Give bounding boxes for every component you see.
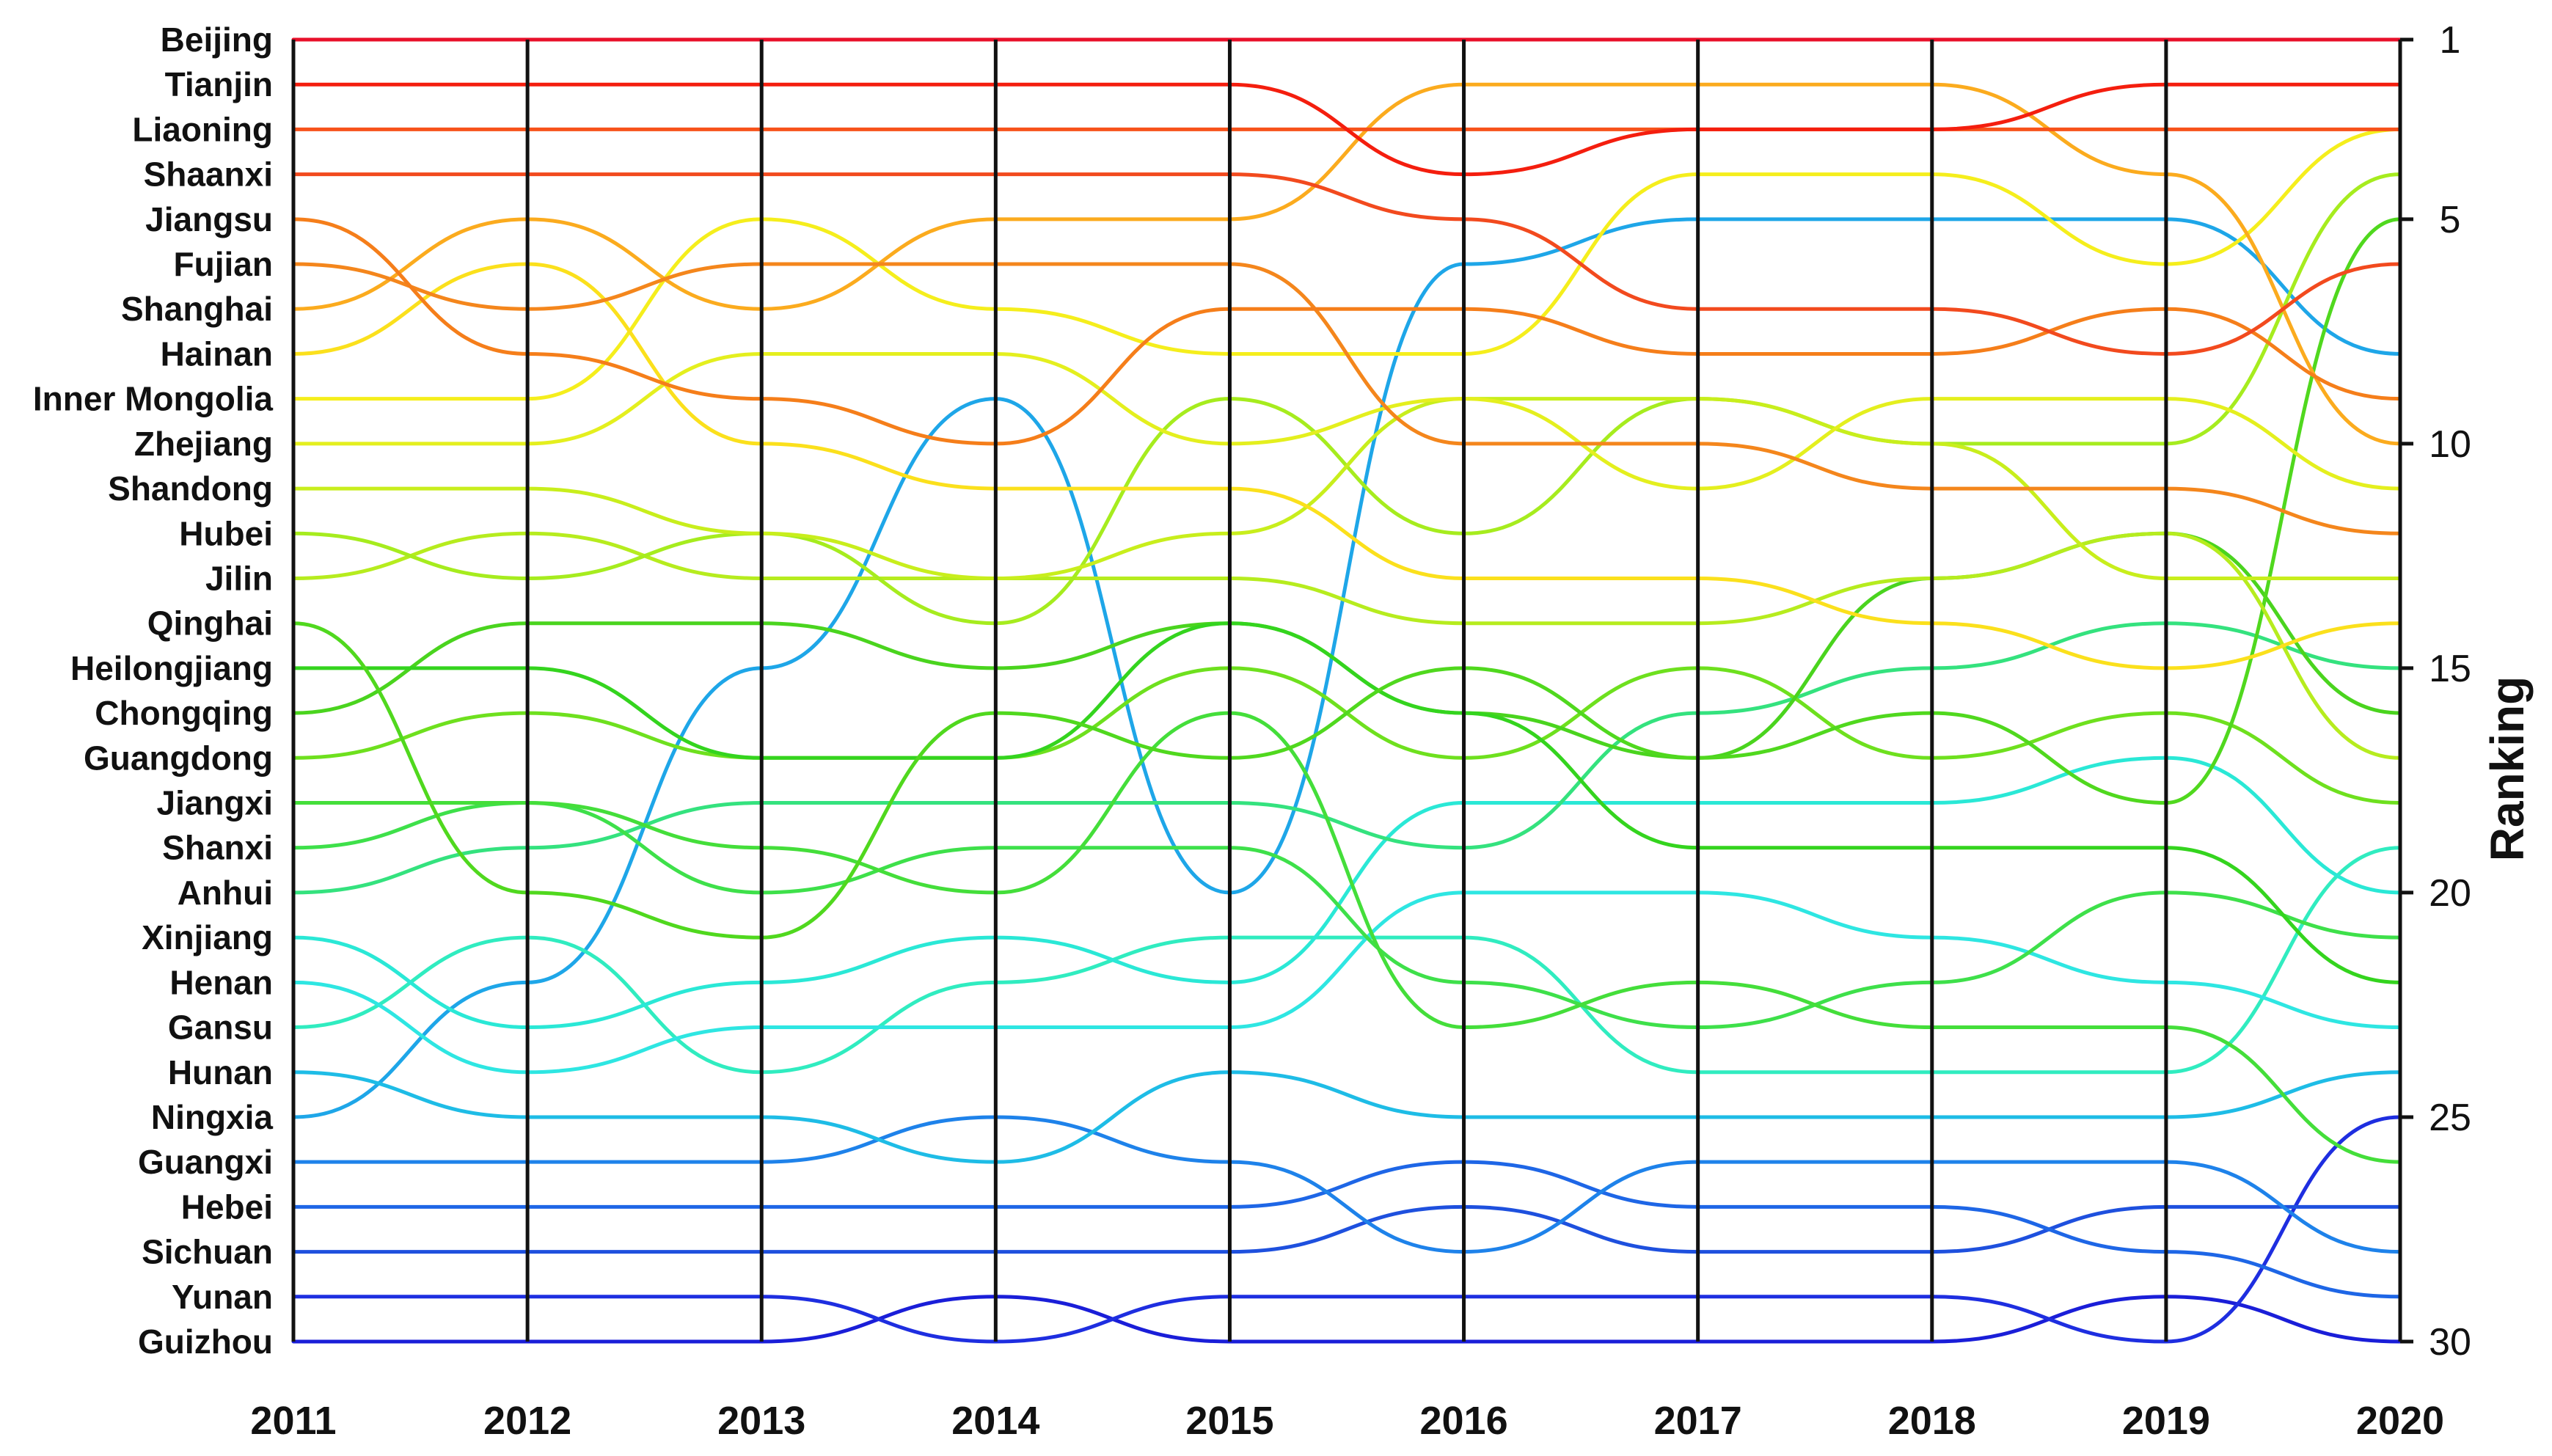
ranking-tick-label: 15 bbox=[2429, 648, 2471, 690]
year-label: 2020 bbox=[2356, 1399, 2444, 1443]
series-line-hebei bbox=[291, 1160, 2402, 1299]
province-label: Anhui bbox=[178, 874, 273, 912]
ranking-axis-title: Ranking bbox=[2481, 676, 2534, 861]
series-line-xinjiang bbox=[291, 756, 2402, 1030]
ranking-tick-label: 5 bbox=[2440, 199, 2461, 241]
series-line-henan bbox=[291, 890, 2402, 1075]
province-label: Guangdong bbox=[84, 739, 273, 777]
year-label: 2019 bbox=[2122, 1399, 2210, 1443]
series-line-guizhou bbox=[291, 1295, 2402, 1344]
series-line-shaanxi bbox=[291, 172, 2402, 356]
province-label: Gansu bbox=[168, 1009, 273, 1047]
province-label: Zhejiang bbox=[134, 425, 273, 463]
province-label: Hubei bbox=[179, 514, 273, 552]
province-label: Hunan bbox=[168, 1053, 273, 1091]
series-line-guangdong bbox=[291, 666, 2402, 805]
year-label: 2015 bbox=[1185, 1399, 1273, 1443]
province-label: Fujian bbox=[174, 245, 273, 283]
province-label: Sichuan bbox=[142, 1233, 273, 1271]
province-label: Hebei bbox=[181, 1188, 273, 1226]
series-line-tianjin bbox=[291, 82, 2402, 177]
province-label: Jiangxi bbox=[156, 784, 273, 822]
series-line-hunan bbox=[291, 1070, 2402, 1164]
series-line-inner-mongolia bbox=[291, 127, 2402, 401]
series-line-guangxi bbox=[291, 1115, 2402, 1254]
series-line-sichuan bbox=[291, 1204, 2402, 1254]
province-label: Shanghai bbox=[121, 290, 273, 328]
province-label: Guizhou bbox=[138, 1323, 273, 1361]
series-line-shanghai bbox=[291, 82, 2402, 446]
province-label: Shaanxi bbox=[144, 156, 273, 194]
series-line-yunan bbox=[291, 1115, 2402, 1344]
ranking-tick-label: 30 bbox=[2429, 1321, 2471, 1364]
series-line-jiangsu bbox=[291, 217, 2402, 446]
province-label: Heilongjiang bbox=[70, 649, 273, 687]
province-label: Liaoning bbox=[132, 110, 273, 148]
ranking-tick-label: 1 bbox=[2440, 19, 2461, 62]
province-label: Ningxia bbox=[151, 1098, 274, 1136]
year-label: 2011 bbox=[250, 1399, 336, 1443]
series-line-ningxia bbox=[291, 217, 2402, 1119]
series-line-shanxi bbox=[291, 801, 2402, 1030]
province-label: Qinghai bbox=[147, 604, 273, 643]
year-label: 2012 bbox=[483, 1399, 571, 1443]
year-label: 2017 bbox=[1654, 1399, 1742, 1443]
province-label: Inner Mongolia bbox=[33, 380, 274, 418]
ranking-tick-label: 20 bbox=[2429, 872, 2471, 915]
series-line-fujian bbox=[291, 262, 2402, 535]
province-label: Jilin bbox=[205, 559, 273, 597]
series-line-shandong bbox=[291, 397, 2402, 580]
ranking-tick-label: 25 bbox=[2429, 1097, 2471, 1139]
series-line-gansu bbox=[291, 846, 2402, 1075]
year-label: 2016 bbox=[1419, 1399, 1507, 1443]
series-line-jiangxi bbox=[291, 711, 2402, 1164]
year-label: 2013 bbox=[717, 1399, 805, 1443]
province-label: Guangxi bbox=[138, 1143, 273, 1181]
province-label: Xinjiang bbox=[142, 918, 273, 956]
series-line-zhejiang bbox=[291, 351, 2402, 491]
series-line-qinghai bbox=[291, 217, 2402, 940]
year-labels: 2011 2012 2013 2014 2015 2016 2017 2018 2019 2020 bbox=[250, 1399, 2444, 1443]
ranking-tick-label: 10 bbox=[2429, 423, 2471, 466]
province-label: Henan bbox=[169, 963, 273, 1001]
province-label: Shanxi bbox=[162, 829, 273, 867]
province-label: Hainan bbox=[161, 334, 273, 373]
province-label: Shandong bbox=[108, 469, 273, 508]
series-line-hainan bbox=[291, 262, 2402, 670]
plot-frame bbox=[291, 37, 2413, 1344]
year-label: 2018 bbox=[1888, 1399, 1976, 1443]
series-lines bbox=[291, 37, 2402, 1344]
province-label: Jiangsu bbox=[145, 200, 273, 238]
province-label: Chongqing bbox=[95, 694, 273, 732]
series-line-anhui bbox=[291, 621, 2402, 895]
province-label: Tianjin bbox=[165, 65, 273, 103]
series-line-heilongjiang bbox=[291, 621, 2402, 984]
province-label: Beijing bbox=[161, 21, 273, 59]
province-labels: Beijing Tianjin Liaoning Shaanxi Jiangsu Fuji… bbox=[33, 21, 274, 1361]
year-label: 2014 bbox=[951, 1399, 1039, 1443]
province-label: Yunan bbox=[172, 1278, 273, 1316]
